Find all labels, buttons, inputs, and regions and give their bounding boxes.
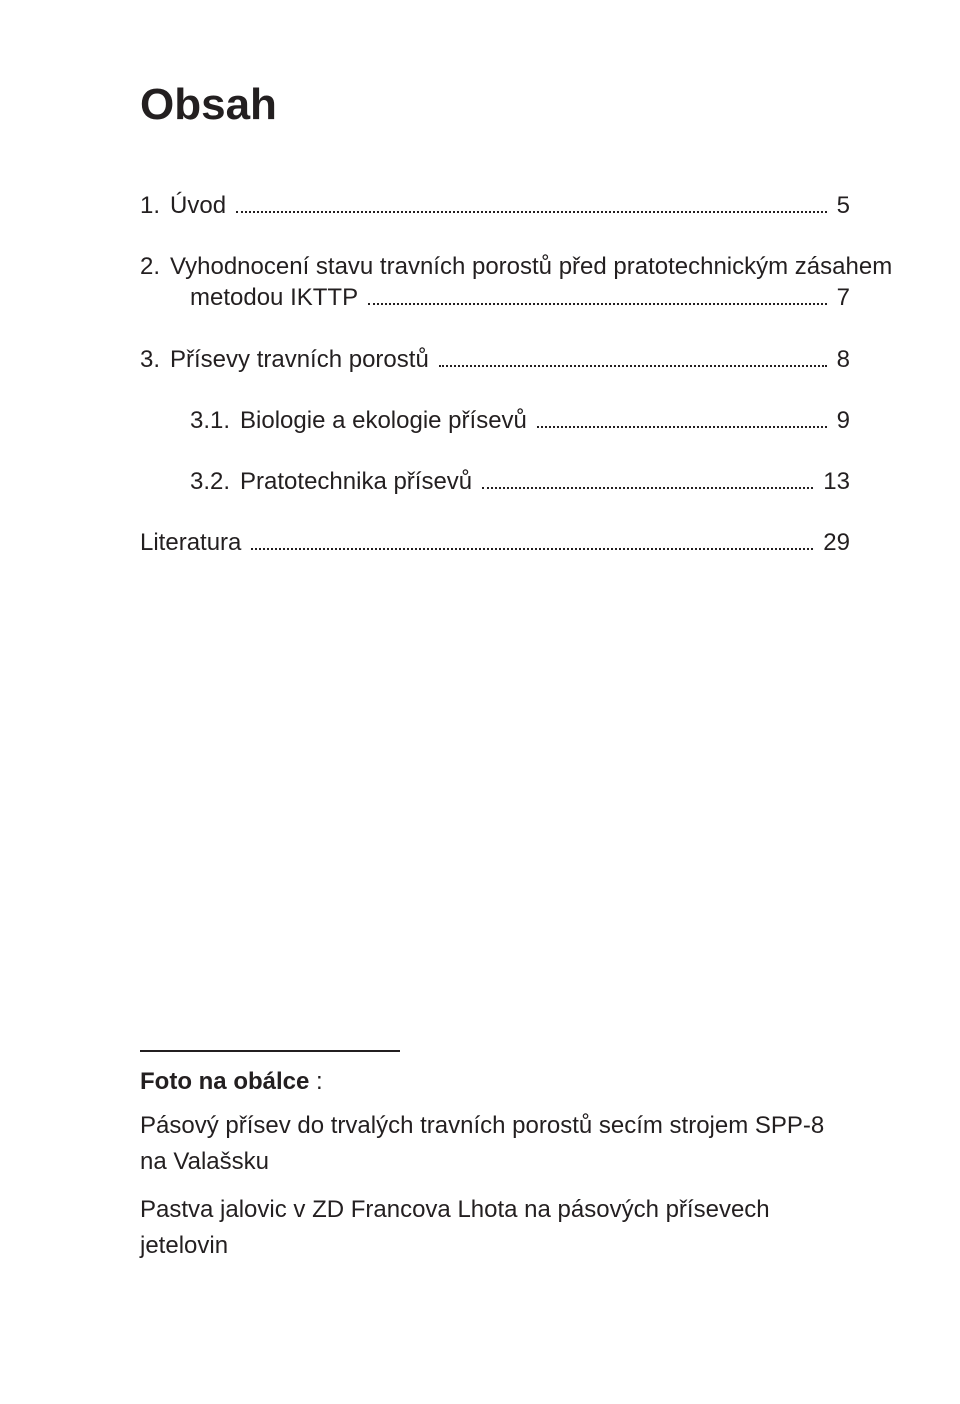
table-of-contents: 1. Úvod 5 2. Vyhodnocení stavu travních … bbox=[140, 190, 850, 558]
cover-photo-note: Foto na obálce : Pásový přísev do trvalý… bbox=[140, 1050, 850, 1264]
toc-page: 29 bbox=[817, 527, 850, 558]
toc-leader bbox=[537, 406, 827, 428]
cover-colon: : bbox=[309, 1068, 322, 1095]
toc-label: Biologie a ekologie přísevů bbox=[240, 405, 533, 436]
toc-number: 3.1. bbox=[140, 405, 240, 436]
toc-entry: 1. Úvod 5 bbox=[140, 190, 850, 221]
page: Obsah 1. Úvod 5 2. Vyhodnocení stavu tra… bbox=[0, 0, 960, 1404]
toc-number: 1. bbox=[140, 190, 170, 221]
toc-leader bbox=[236, 191, 827, 213]
divider bbox=[140, 1050, 400, 1052]
toc-page: 8 bbox=[831, 344, 850, 375]
toc-page: 9 bbox=[831, 405, 850, 436]
toc-entry: 3.1. Biologie a ekologie přísevů 9 bbox=[140, 405, 850, 436]
toc-page: 7 bbox=[831, 282, 850, 313]
toc-leader bbox=[482, 467, 813, 489]
toc-label: Literatura bbox=[140, 527, 247, 558]
toc-entry: 3. Přísevy travních porostů 8 bbox=[140, 344, 850, 375]
toc-leader bbox=[251, 529, 813, 551]
toc-label: Vyhodnocení stavu travních porostů před … bbox=[170, 251, 898, 282]
toc-page: 13 bbox=[817, 466, 850, 497]
toc-entry: Literatura 29 bbox=[140, 527, 850, 558]
toc-leader bbox=[439, 345, 827, 367]
toc-label: metodou IKTTP bbox=[190, 282, 364, 313]
toc-entry: 2. Vyhodnocení stavu travních porostů př… bbox=[140, 251, 850, 313]
toc-label: Pratotechnika přísevů bbox=[240, 466, 478, 497]
cover-line: Pastva jalovic v ZD Francova Lhota na pá… bbox=[140, 1192, 850, 1264]
cover-line: Pásový přísev do trvalých travních poros… bbox=[140, 1108, 850, 1180]
toc-number: 3.2. bbox=[140, 466, 240, 497]
page-title: Obsah bbox=[140, 80, 850, 130]
cover-label: Foto na obálce bbox=[140, 1068, 309, 1095]
toc-leader bbox=[368, 284, 827, 306]
toc-number: 2. bbox=[140, 251, 170, 282]
toc-label: Úvod bbox=[170, 190, 232, 221]
toc-entry: 3.2. Pratotechnika přísevů 13 bbox=[140, 466, 850, 497]
toc-label: Přísevy travních porostů bbox=[170, 344, 435, 375]
toc-number: 3. bbox=[140, 344, 170, 375]
toc-page: 5 bbox=[831, 190, 850, 221]
